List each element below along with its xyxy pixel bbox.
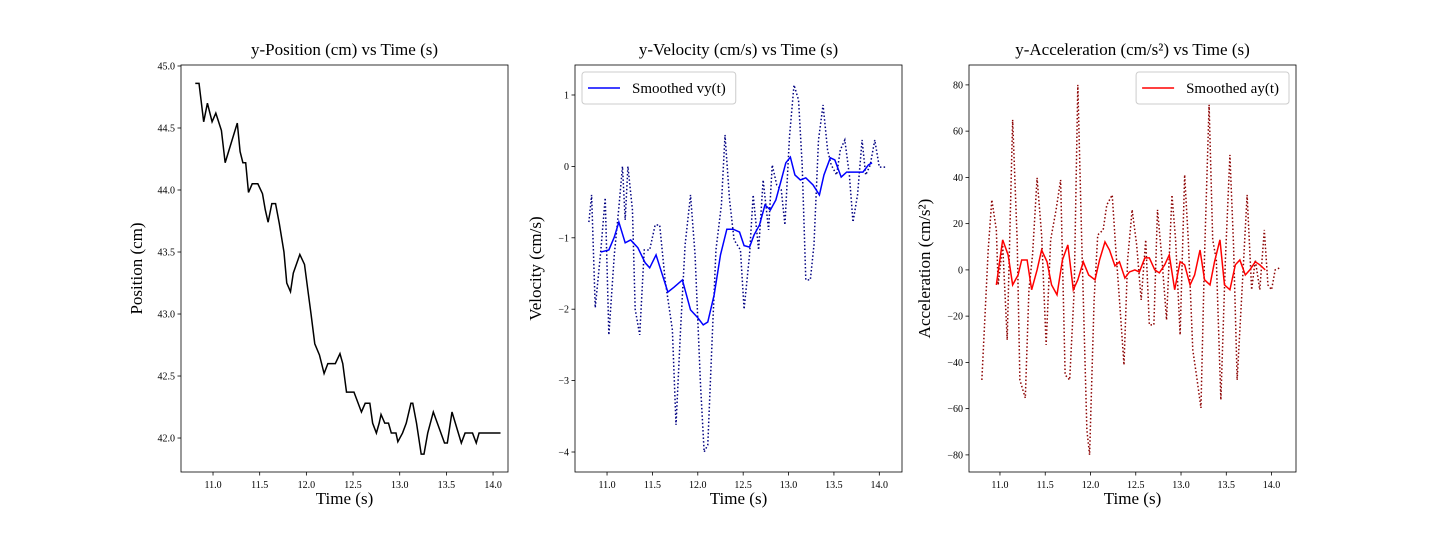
legend-label: Smoothed vy(t) bbox=[632, 81, 726, 97]
y-tick-label: 20 bbox=[953, 219, 963, 230]
x-tick-label: 11.5 bbox=[251, 480, 268, 491]
x-axis-label: Time (s) bbox=[316, 489, 373, 508]
y-tick-label: 42.5 bbox=[158, 372, 176, 383]
y-tick-label: 80 bbox=[953, 80, 963, 91]
y-tick-label: 40 bbox=[953, 173, 963, 184]
data-line bbox=[995, 239, 1266, 298]
y-tick-label: 43.5 bbox=[158, 248, 176, 259]
y-tick-label: 42.0 bbox=[158, 434, 176, 445]
x-tick-label: 13.0 bbox=[780, 480, 798, 491]
axes: y-Position (cm) vs Time (s) Time (s) Posit… bbox=[127, 40, 509, 508]
x-tick-label: 14.0 bbox=[1263, 480, 1281, 491]
legend: Smoothed ay(t) bbox=[1135, 71, 1290, 105]
x-tick-label: 11.5 bbox=[644, 480, 661, 491]
y-axis-label: Velocity (cm/s) bbox=[526, 216, 545, 320]
y-tick-label: −4 bbox=[558, 448, 569, 459]
legend-label: Smoothed ay(t) bbox=[1186, 81, 1279, 97]
data-line bbox=[195, 82, 501, 455]
y-axis-label: Acceleration (cm/s²) bbox=[915, 199, 934, 339]
y-tick-label: 44.0 bbox=[158, 186, 176, 197]
data-line bbox=[981, 84, 1281, 455]
data-line bbox=[600, 155, 873, 326]
x-tick-label: 13.5 bbox=[825, 480, 843, 491]
x-tick-label: 14.0 bbox=[871, 480, 889, 491]
x-tick-label: 13.0 bbox=[1172, 480, 1190, 491]
axes-frame bbox=[968, 64, 1297, 473]
axes: y-Acceleration (cm/s²) vs Time (s) Time (… bbox=[915, 40, 1297, 508]
y-tick-label: 43.0 bbox=[158, 310, 176, 321]
x-axis-label: Time (s) bbox=[1104, 489, 1161, 508]
x-tick-label: 13.5 bbox=[438, 480, 456, 491]
legend: Smoothed vy(t) bbox=[581, 71, 737, 105]
y-tick-label: 45.0 bbox=[158, 61, 176, 72]
y-tick-label: −20 bbox=[947, 312, 963, 323]
x-tick-label: 11.0 bbox=[991, 480, 1008, 491]
y-tick-label: −3 bbox=[558, 376, 569, 387]
y-tick-label: −2 bbox=[558, 305, 569, 316]
y-tick-label: 0 bbox=[958, 265, 963, 276]
chart-title: y-Position (cm) vs Time (s) bbox=[251, 40, 438, 59]
axes-frame bbox=[574, 64, 903, 473]
y-tick-label: −80 bbox=[947, 450, 963, 461]
x-tick-label: 12.5 bbox=[1127, 480, 1145, 491]
y-tick-label: −40 bbox=[947, 358, 963, 369]
legend-frame bbox=[581, 71, 737, 105]
y-axis-label: Position (cm) bbox=[127, 222, 146, 314]
chart-title: y-Acceleration (cm/s²) vs Time (s) bbox=[1015, 40, 1250, 59]
x-tick-label: 13.0 bbox=[391, 480, 409, 491]
x-tick-label: 13.5 bbox=[1218, 480, 1236, 491]
chart-title: y-Velocity (cm/s) vs Time (s) bbox=[639, 40, 838, 59]
y-tick-label: −1 bbox=[558, 233, 569, 244]
y-tick-label: 60 bbox=[953, 127, 963, 138]
x-tick-label: 12.0 bbox=[689, 480, 707, 491]
legend-frame bbox=[1135, 71, 1290, 105]
y-tick-label: −60 bbox=[947, 404, 963, 415]
y-tick-label: 1 bbox=[564, 90, 569, 101]
x-tick-label: 11.0 bbox=[204, 480, 221, 491]
x-tick-label: 11.5 bbox=[1037, 480, 1054, 491]
x-tick-label: 12.5 bbox=[734, 480, 752, 491]
data-line bbox=[588, 84, 886, 455]
axes-frame bbox=[180, 64, 509, 473]
x-axis-label: Time (s) bbox=[710, 489, 767, 508]
x-tick-label: 14.0 bbox=[484, 480, 502, 491]
y-tick-label: 44.5 bbox=[158, 123, 176, 134]
y-tick-label: 0 bbox=[564, 162, 569, 173]
axes: y-Velocity (cm/s) vs Time (s) Time (s) Vel… bbox=[526, 40, 903, 508]
x-tick-label: 12.0 bbox=[1082, 480, 1100, 491]
x-tick-label: 12.0 bbox=[298, 480, 316, 491]
x-tick-label: 11.0 bbox=[598, 480, 615, 491]
x-tick-label: 12.5 bbox=[344, 480, 362, 491]
